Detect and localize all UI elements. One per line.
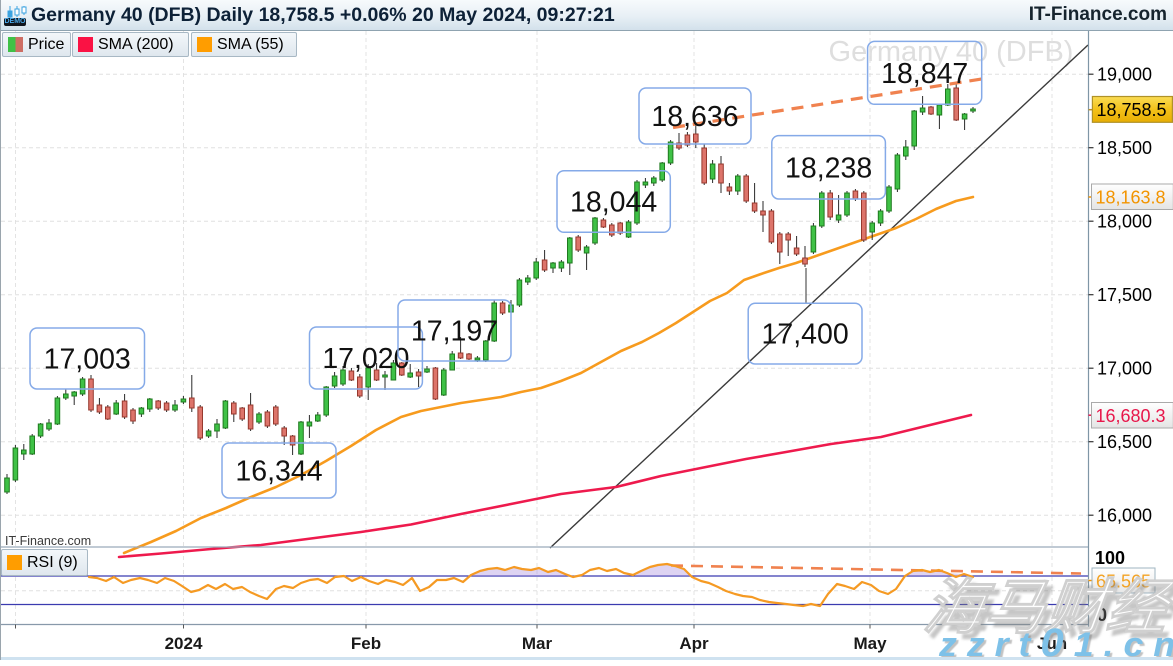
- svg-text:17,500: 17,500: [1097, 285, 1152, 305]
- svg-text:19,000: 19,000: [1097, 64, 1152, 84]
- svg-text:2024: 2024: [165, 634, 203, 653]
- svg-text:18,000: 18,000: [1097, 211, 1152, 231]
- svg-text:18,847: 18,847: [881, 58, 968, 90]
- svg-text:18,238: 18,238: [785, 152, 872, 184]
- svg-text:18,163.8: 18,163.8: [1096, 188, 1166, 208]
- svg-text:16,344: 16,344: [235, 456, 322, 488]
- svg-text:16,680.3: 16,680.3: [1096, 406, 1166, 426]
- svg-text:17,197: 17,197: [411, 316, 498, 348]
- svg-text:Feb: Feb: [351, 634, 381, 653]
- svg-text:17,020: 17,020: [322, 343, 409, 375]
- svg-text:17,003: 17,003: [44, 344, 131, 376]
- svg-text:18,758.5: 18,758.5: [1097, 100, 1167, 120]
- svg-text:IT-Finance.com: IT-Finance.com: [5, 534, 91, 548]
- svg-text:May: May: [853, 634, 887, 653]
- svg-text:17,000: 17,000: [1097, 358, 1152, 378]
- svg-text:Mar: Mar: [522, 634, 553, 653]
- svg-text:18,044: 18,044: [570, 187, 657, 219]
- svg-text:18,636: 18,636: [651, 101, 738, 133]
- svg-text:16,000: 16,000: [1097, 505, 1152, 525]
- svg-text:16,500: 16,500: [1097, 432, 1152, 452]
- svg-text:17,400: 17,400: [762, 319, 849, 351]
- svg-text:Apr: Apr: [679, 634, 709, 653]
- svg-text:18,500: 18,500: [1097, 138, 1152, 158]
